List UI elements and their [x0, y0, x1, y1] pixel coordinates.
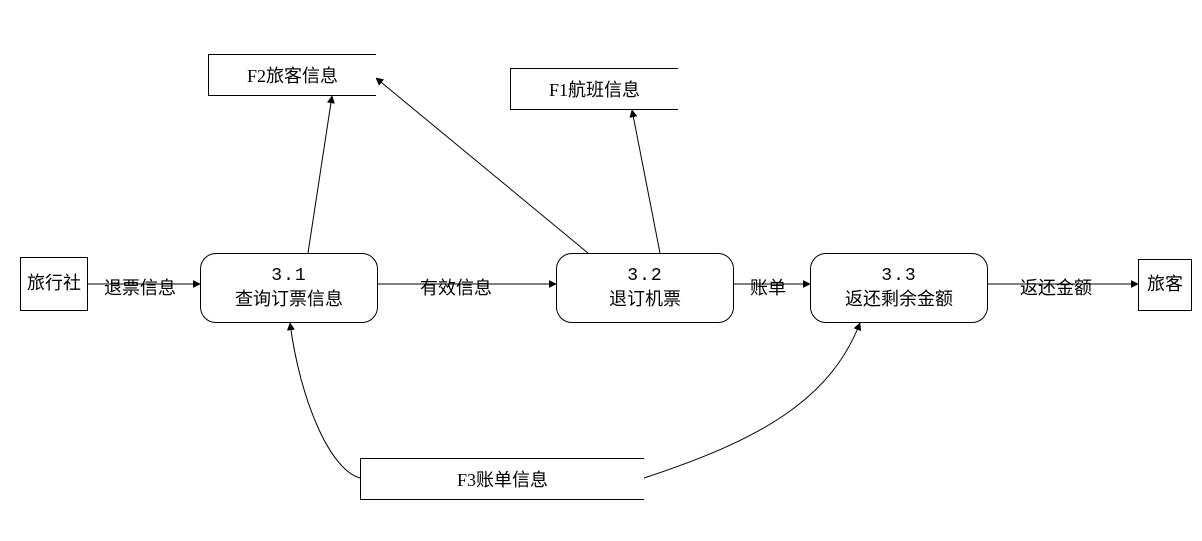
process-label: 退订机票	[609, 288, 681, 311]
datastore-f3: F3账单信息	[360, 458, 644, 500]
edge-e_f3_33	[644, 323, 860, 478]
edge-label-return-amount: 返还金额	[1020, 274, 1092, 300]
process-label: 查询订票信息	[235, 288, 343, 311]
process-label: 返还剩余金额	[845, 288, 953, 311]
edge-label-bill: 账单	[750, 274, 786, 300]
edge-e_32_f1	[632, 110, 660, 253]
entity-travel-agency: 旅行社	[20, 257, 88, 311]
datastore-label: F1航班信息	[549, 76, 640, 102]
datastore-label: F2旅客信息	[247, 62, 338, 88]
edge-label-refund-info: 退票信息	[104, 274, 176, 300]
process-3-1: 3.1 查询订票信息	[200, 253, 378, 323]
edge-e_f3_31	[290, 323, 360, 478]
process-number: 3.3	[881, 265, 916, 288]
datastore-f2: F2旅客信息	[208, 54, 376, 96]
entity-label: 旅行社	[27, 272, 81, 295]
edge-label-valid-info: 有效信息	[420, 274, 492, 300]
process-number: 3.1	[271, 265, 306, 288]
process-3-3: 3.3 返还剩余金额	[810, 253, 988, 323]
entity-passenger: 旅客	[1138, 259, 1192, 311]
datastore-label: F3账单信息	[457, 466, 548, 492]
process-3-2: 3.2 退订机票	[556, 253, 734, 323]
dfd-canvas: 旅行社 旅客 3.1 查询订票信息 3.2 退订机票 3.3 返还剩余金额 F2…	[0, 0, 1202, 541]
datastore-f1: F1航班信息	[510, 68, 678, 110]
entity-label: 旅客	[1147, 273, 1183, 296]
process-number: 3.2	[627, 265, 662, 288]
edge-e_31_f2	[308, 96, 332, 253]
